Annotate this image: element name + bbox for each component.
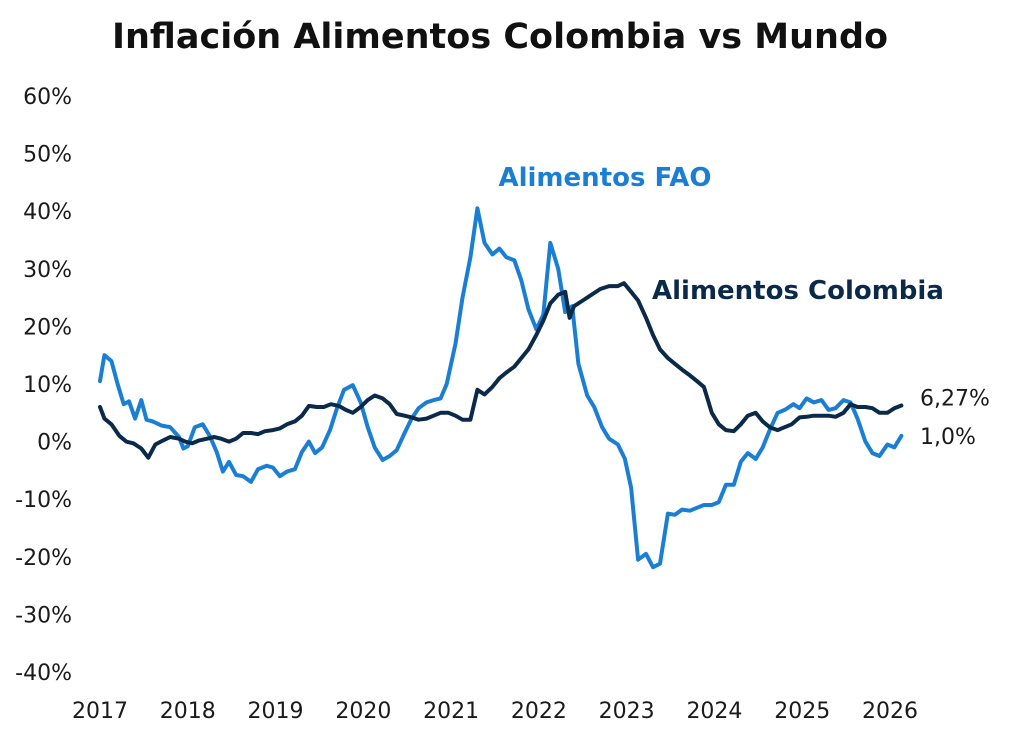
y-tick-label: -20% bbox=[15, 546, 72, 571]
colombia-end-value-label: 6,27% bbox=[920, 386, 990, 411]
x-tick-label: 2025 bbox=[774, 699, 830, 724]
x-tick-label: 2022 bbox=[511, 699, 567, 724]
fao-end-value-label: 1,0% bbox=[920, 425, 976, 450]
y-tick-label: 30% bbox=[23, 258, 72, 283]
fao-series-label: Alimentos FAO bbox=[498, 163, 711, 193]
y-tick-label: 50% bbox=[23, 143, 72, 168]
x-tick-label: 2017 bbox=[72, 699, 128, 724]
y-tick-label: 20% bbox=[23, 315, 72, 340]
x-axis: 2017 2018 2019 2020 2021 2022 2023 2024 2025 2026 bbox=[72, 699, 918, 724]
y-tick-label: 60% bbox=[23, 85, 72, 110]
y-tick-label: -40% bbox=[15, 661, 72, 686]
colombia-series-label: Alimentos Colombia bbox=[652, 276, 944, 306]
y-tick-label: 0% bbox=[37, 431, 72, 456]
series-labels: Alimentos FAO Alimentos Colombia 1,0% 6,27% bbox=[498, 163, 989, 450]
x-tick-label: 2026 bbox=[862, 699, 918, 724]
x-tick-label: 2018 bbox=[160, 699, 216, 724]
x-tick-label: 2021 bbox=[423, 699, 479, 724]
y-tick-label: 40% bbox=[23, 200, 72, 225]
fao-series-line bbox=[98, 206, 904, 570]
y-tick-label: -30% bbox=[15, 603, 72, 628]
y-tick-label: 10% bbox=[23, 373, 72, 398]
x-tick-label: 2020 bbox=[335, 699, 391, 724]
x-tick-label: 2019 bbox=[248, 699, 304, 724]
series-lines bbox=[98, 206, 904, 570]
colombia-series-line bbox=[98, 281, 904, 460]
y-axis: 60% 50% 40% 30% 20% 10% 0% -10% -20% -30% -40% bbox=[15, 85, 72, 686]
x-tick-label: 2023 bbox=[599, 699, 655, 724]
x-tick-label: 2024 bbox=[686, 699, 742, 724]
y-tick-label: -10% bbox=[15, 488, 72, 513]
chart-title: Inflación Alimentos Colombia vs Mundo bbox=[112, 17, 888, 57]
